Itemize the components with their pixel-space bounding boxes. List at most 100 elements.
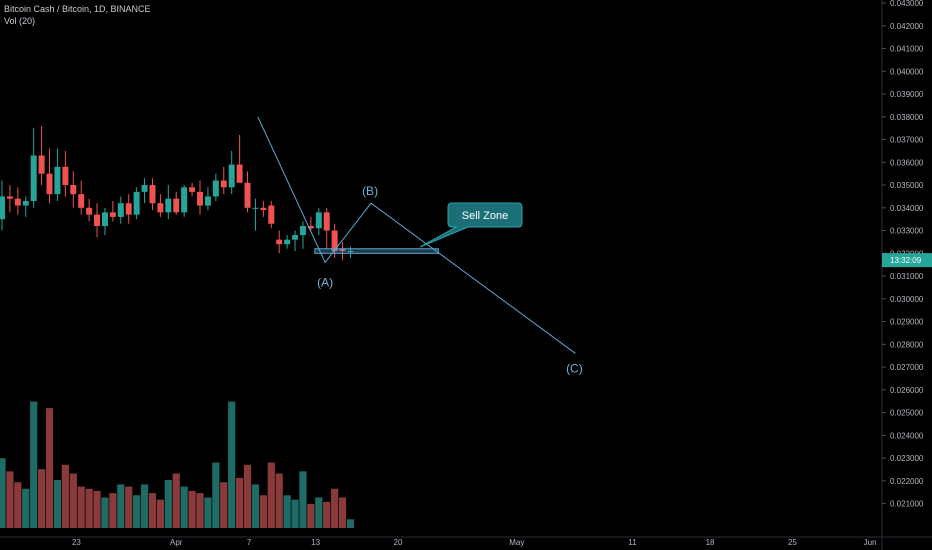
candle-body — [109, 212, 116, 217]
wave-b-label: (B) — [362, 184, 378, 198]
price-tick-label: 0.035000 — [890, 181, 924, 190]
candle-body — [307, 226, 314, 229]
candle-body — [339, 248, 346, 252]
volume-bar — [204, 497, 212, 528]
wave-a-label: (A) — [317, 275, 333, 289]
volume-bar — [140, 484, 149, 528]
volume-bar — [259, 495, 267, 528]
candle-body — [157, 203, 164, 213]
volume-bar — [307, 504, 315, 528]
candle-body — [117, 203, 124, 217]
price-tick-label: 0.036000 — [890, 158, 924, 167]
candle-body — [292, 235, 299, 240]
volume-bar — [117, 484, 125, 528]
volume-bar — [6, 471, 14, 528]
volume-bar — [61, 464, 69, 528]
candle-body — [236, 164, 243, 183]
price-tick-label: 0.025000 — [890, 409, 924, 418]
volume-bars — [0, 401, 355, 528]
candle-body — [30, 155, 37, 201]
volume-bar — [38, 469, 46, 528]
candle-body — [86, 207, 93, 215]
candlesticks — [0, 125, 354, 261]
volume-bar — [148, 493, 157, 528]
volume-bar — [275, 473, 283, 528]
volume-bar — [0, 458, 6, 528]
price-tick-label: 0.042000 — [890, 22, 924, 31]
volume-bar — [283, 495, 291, 528]
volume-bar — [101, 497, 109, 528]
candle-body — [204, 196, 211, 206]
candle-body — [276, 239, 283, 245]
price-tick-label: 0.028000 — [890, 340, 924, 349]
price-tick-label: 0.039000 — [890, 90, 924, 99]
candle-body — [252, 207, 259, 209]
candle-body — [101, 212, 108, 227]
candle-body — [0, 196, 5, 220]
sell-zone-box[interactable] — [314, 248, 439, 254]
candle-body — [315, 212, 322, 229]
candle-body — [189, 187, 196, 192]
time-tick-label: May — [509, 538, 524, 547]
candle-body — [220, 180, 227, 188]
volume-bar — [14, 482, 22, 528]
volume-bar — [85, 488, 93, 528]
price-tick-label: 0.037000 — [890, 136, 924, 145]
candle-body — [38, 155, 45, 174]
time-tick-label: 25 — [788, 538, 797, 547]
candle-body — [173, 198, 180, 213]
volume-indicator-label[interactable]: Vol (20) — [4, 16, 36, 26]
volume-bar — [53, 480, 62, 528]
price-tick-label: 0.041000 — [890, 45, 924, 54]
candle-body — [212, 180, 219, 197]
price-tick-label: 0.043000 — [890, 0, 924, 8]
abc-wave-line[interactable] — [257, 116, 576, 354]
volume-bar — [30, 401, 38, 528]
price-tick-label: 0.021000 — [890, 500, 924, 509]
volume-bar — [133, 495, 141, 528]
callout-label: Sell Zone — [462, 210, 508, 222]
volume-bar — [180, 486, 188, 528]
price-tag-text: 13:32:09 — [890, 256, 922, 265]
volume-bar — [243, 464, 252, 528]
volume-bar — [338, 497, 347, 528]
candle-body — [62, 166, 69, 186]
candle-body — [244, 182, 251, 208]
volume-bar — [69, 473, 77, 528]
time-tick-label: 23 — [72, 538, 81, 547]
price-tick-label: 0.031000 — [890, 272, 924, 281]
volume-bar — [346, 519, 355, 528]
last-price-tag: 13:32:09 — [882, 253, 932, 268]
candle-body — [323, 212, 330, 231]
price-tick-label: 0.029000 — [890, 318, 924, 327]
candle-body — [260, 207, 267, 211]
candle-body — [331, 230, 338, 252]
volume-bar — [164, 480, 172, 528]
chart-legend: Bitcoin Cash / Bitcoin, 1D, BINANCE Vol … — [4, 3, 151, 27]
price-tick-label: 0.024000 — [890, 431, 924, 440]
volume-bar — [109, 493, 117, 528]
price-tick-label: 0.030000 — [890, 295, 924, 304]
price-tick-label: 0.038000 — [890, 113, 924, 122]
volume-bar — [315, 497, 323, 528]
sell-zone-callout[interactable]: Sell Zone — [419, 202, 523, 248]
volume-bar — [77, 486, 85, 528]
wave-c-label: (C) — [566, 361, 583, 375]
time-tick-label: 11 — [628, 538, 637, 547]
drawings-layer[interactable]: (A) (B) (C) Sell Zone — [257, 116, 583, 376]
volume-bar — [236, 477, 244, 528]
volume-bar — [212, 462, 220, 528]
candle-body — [197, 191, 203, 206]
time-tick-label: 7 — [247, 538, 252, 547]
symbol-title[interactable]: Bitcoin Cash / Bitcoin, 1D, BINANCE — [4, 4, 151, 14]
time-tick-label: Apr — [170, 538, 183, 547]
candle-body — [149, 185, 156, 204]
price-tag-bg — [882, 253, 932, 268]
time-axis[interactable]: 23 Apr 7 13 20 May 11 18 25 Jun — [72, 538, 876, 547]
volume-bar — [45, 408, 54, 528]
candle-body — [133, 191, 140, 215]
volume-bar — [196, 493, 204, 528]
candle-body — [228, 164, 235, 188]
